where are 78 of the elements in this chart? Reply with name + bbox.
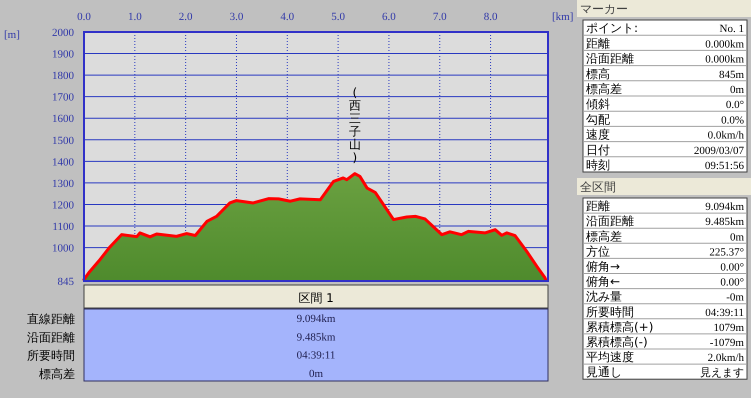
- text: 勾配: [586, 112, 610, 126]
- text: 平均速度: [586, 350, 634, 364]
- text: 0.00°: [720, 276, 744, 289]
- text: 沿面距離: [586, 52, 634, 66]
- text: 9.094km: [705, 201, 744, 214]
- text: 見えます: [700, 367, 744, 380]
- text: 標高差: [586, 229, 622, 244]
- text: 所要時間: [27, 348, 75, 363]
- y-tick-label: 1800: [52, 70, 74, 82]
- x-tick-label: 2.0: [178, 11, 194, 23]
- text: 04:39:11: [705, 306, 744, 319]
- text: 沿面距離: [586, 214, 634, 228]
- text: 見通し: [586, 365, 622, 380]
- x-tick-label: 5.0: [331, 11, 346, 23]
- text: 04:39:11: [296, 350, 336, 362]
- text: 日付: [586, 142, 610, 157]
- text: -0m: [726, 292, 744, 304]
- x-tick-label: 8.0: [484, 11, 498, 23]
- x-tick-label: 0.0: [77, 11, 92, 23]
- text: 累積標高(+): [586, 320, 654, 334]
- y-tick-label: 1900: [52, 48, 74, 61]
- text: 0.000km: [705, 38, 744, 50]
- text: 時刻: [586, 158, 610, 172]
- text: 845m: [718, 68, 744, 81]
- text: 全区間: [580, 180, 616, 194]
- y-tick-label: 1000: [52, 242, 74, 255]
- text: 9.094km: [296, 313, 336, 325]
- x-tick-label: 6.0: [382, 11, 396, 23]
- y-tick-label: 1700: [52, 92, 74, 104]
- text: 俯角→: [586, 260, 620, 274]
- text: 9.485km: [705, 216, 744, 228]
- text: 0m: [730, 84, 744, 96]
- text: 沿面距離: [27, 330, 75, 344]
- text: 0.0°: [726, 99, 744, 112]
- text: ポイント:: [586, 21, 638, 36]
- text: 標高差: [39, 366, 75, 381]
- x-tick-label: 7.0: [432, 11, 448, 23]
- text: 方位: [586, 244, 610, 258]
- y-tick-label: 1400: [52, 156, 74, 168]
- text: 0.000km: [705, 54, 744, 66]
- y-tick-label: 1100: [52, 221, 74, 234]
- y-tick-label: 845: [58, 276, 74, 288]
- text: 09:51:56: [704, 160, 744, 172]
- y-tick-label: 1200: [52, 199, 74, 212]
- y-axis-title: [m]: [4, 29, 20, 41]
- text: マーカー: [580, 2, 628, 16]
- text: 0m: [730, 231, 744, 244]
- text: 傾斜: [586, 97, 610, 112]
- text: 2.0km/h: [708, 352, 744, 364]
- text: 2009/03/07: [694, 144, 744, 157]
- text: 0.0km/h: [708, 130, 744, 142]
- x-axis-title: [km]: [552, 11, 574, 23]
- text: 速度: [586, 128, 610, 142]
- text: 沈み量: [586, 290, 622, 304]
- y-tick-label: 1600: [52, 113, 74, 126]
- text: 所要時間: [586, 304, 634, 319]
- x-tick-label: 3.0: [230, 11, 244, 23]
- text: -1079m: [710, 337, 744, 349]
- text: 225.37°: [709, 246, 744, 258]
- text: 直線距離: [27, 312, 75, 326]
- text: 0.00°: [720, 262, 744, 274]
- text: 俯角←: [586, 274, 620, 289]
- text: 0.0%: [721, 114, 744, 126]
- text: 距離: [586, 36, 610, 50]
- text: 標高差: [586, 82, 622, 96]
- text: No. 1: [720, 23, 744, 36]
- x-tick-label: 4.0: [280, 11, 295, 23]
- text: 0m: [308, 368, 324, 380]
- text: 区間 1: [298, 291, 334, 305]
- y-tick-label: 1300: [52, 178, 74, 190]
- text: 累積標高(-): [586, 335, 648, 349]
- text: 1079m: [713, 322, 744, 334]
- y-tick-label: 2000: [52, 27, 74, 39]
- text: 標高: [586, 66, 610, 81]
- x-tick-label: 1.0: [128, 11, 142, 23]
- text: 9.485km: [296, 331, 336, 344]
- text: 距離: [586, 199, 610, 214]
- y-tick-label: 1500: [52, 134, 74, 147]
